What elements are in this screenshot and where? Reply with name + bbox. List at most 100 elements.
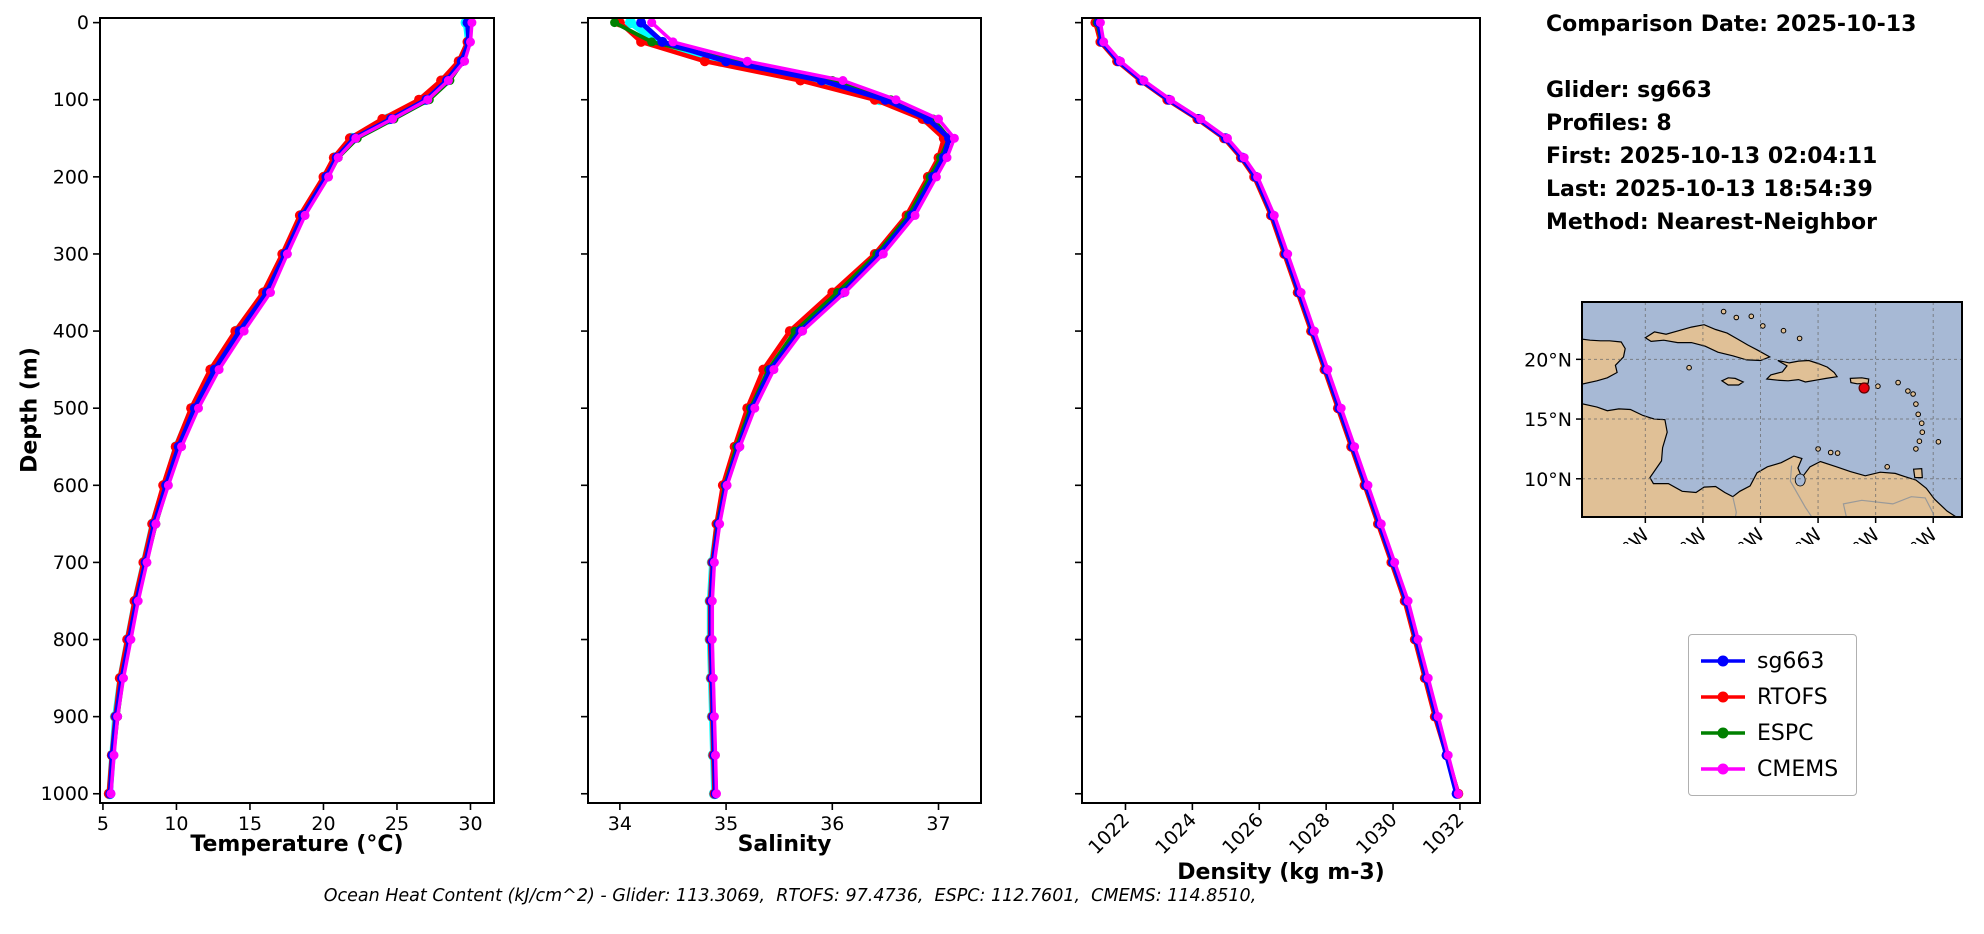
legend-label: ESPC xyxy=(1757,720,1814,746)
series-marker-CMEMS xyxy=(151,519,161,529)
method-text: Method: Nearest-Neighbor xyxy=(1546,210,1877,235)
series-marker-CMEMS xyxy=(668,37,678,47)
series-marker-CMEMS xyxy=(1443,750,1453,760)
series-marker-CMEMS xyxy=(324,172,334,182)
series-marker-CMEMS xyxy=(735,442,745,452)
series-marker-CMEMS xyxy=(711,750,720,760)
series-marker-CMEMS xyxy=(1309,326,1319,336)
x-tick-label: 36 xyxy=(820,813,844,835)
land-jamaica xyxy=(1720,377,1745,386)
small-island xyxy=(1913,446,1919,452)
series-marker-CMEMS xyxy=(934,114,943,124)
series-line-RTOFS xyxy=(106,20,473,796)
series-marker-RTOFS xyxy=(699,56,710,67)
country-border xyxy=(1789,465,1813,517)
x-tick-label: 1024 xyxy=(1151,809,1201,859)
series-marker-CMEMS xyxy=(1403,596,1413,606)
series-marker-CMEMS xyxy=(300,210,310,220)
x-axis-label: Density (kg m-3) xyxy=(1177,860,1385,885)
series-marker-CMEMS xyxy=(712,789,721,799)
series-marker-CMEMS xyxy=(715,519,725,529)
series-marker-CMEMS xyxy=(647,18,657,28)
x-tick-label: 5 xyxy=(97,813,109,835)
series-marker-CMEMS xyxy=(333,153,343,163)
series-marker-CMEMS xyxy=(1296,288,1306,297)
series-marker-CMEMS xyxy=(942,153,952,163)
profile-plots: 5 10 15 20 25 3001002003004005006007008009001… xyxy=(41,12,1481,885)
small-island xyxy=(1910,391,1916,397)
lake-maracaibo xyxy=(1794,473,1806,487)
small-island xyxy=(1760,323,1766,329)
series-line-ESPC xyxy=(612,20,952,796)
series-marker-CMEMS xyxy=(949,133,959,143)
series-line-profiles xyxy=(106,19,472,797)
map-frame xyxy=(1581,301,1963,518)
y-tick-label: 900 xyxy=(53,706,89,728)
legend-line-sample-CMEMS xyxy=(1701,763,1745,775)
series-marker-CMEMS xyxy=(891,95,901,105)
small-island xyxy=(1748,313,1755,320)
small-island xyxy=(1686,364,1692,371)
map-lat-label: 15°N xyxy=(1524,409,1572,431)
series-marker-sg663 xyxy=(657,36,668,47)
last-time-text: Last: 2025-10-13 18:54:39 xyxy=(1546,177,1873,202)
legend-marker xyxy=(1717,763,1729,775)
series-marker-CMEMS xyxy=(1413,635,1423,644)
small-island xyxy=(1720,308,1727,315)
small-island xyxy=(1875,383,1881,389)
temperature-plot: 5 10 15 20 25 3001002003004005006007008009001… xyxy=(41,12,495,857)
series-marker-CMEMS xyxy=(722,480,732,490)
first-time-text: First: 2025-10-13 02:04:11 xyxy=(1546,144,1878,169)
legend-line-sample-RTOFS xyxy=(1701,691,1745,703)
series-marker-CMEMS xyxy=(126,635,136,644)
legend-entry-ESPC: ESPC xyxy=(1699,715,1838,751)
series-line-sg663 xyxy=(1096,20,1460,797)
series-marker-CMEMS xyxy=(194,403,203,413)
series-marker-CMEMS xyxy=(708,673,718,683)
land-trinidad xyxy=(1912,467,1923,479)
series-marker-CMEMS xyxy=(910,210,920,220)
series-line-CMEMS xyxy=(109,20,474,796)
small-island xyxy=(1905,388,1911,394)
series-marker-CMEMS xyxy=(838,76,848,85)
x-axis-label: Salinity xyxy=(738,832,832,857)
series-marker-CMEMS xyxy=(423,95,433,105)
series-line-CMEMS xyxy=(649,20,957,796)
x-tick-label: 30 xyxy=(458,813,482,835)
comparison-date-text: Comparison Date: 2025-10-13 xyxy=(1546,12,1917,37)
y-tick-label: 1000 xyxy=(41,783,89,805)
small-island xyxy=(1834,450,1841,456)
series-marker-sg663 xyxy=(721,56,732,67)
small-island xyxy=(1895,379,1901,386)
glider-name-text: Glider: sg663 xyxy=(1546,78,1712,103)
map-lon-label: 65°W xyxy=(1832,524,1885,544)
series-marker-CMEMS xyxy=(119,673,128,683)
series-marker-CMEMS xyxy=(1453,789,1463,799)
series-marker-CMEMS xyxy=(1433,712,1443,722)
salinity-plot: 34 35 36 37 Salinity xyxy=(581,17,982,857)
series-marker-CMEMS xyxy=(466,37,475,47)
series-marker-CMEMS xyxy=(282,249,292,259)
series-marker-CMEMS xyxy=(1350,442,1360,452)
series-marker-CMEMS xyxy=(707,596,717,606)
y-tick-label: 800 xyxy=(53,629,89,651)
x-tick-label: 10 xyxy=(164,813,188,835)
x-tick-label: 1030 xyxy=(1352,809,1402,859)
series-marker-CMEMS xyxy=(106,789,116,799)
info-gap xyxy=(1546,41,1916,74)
legend-label: CMEMS xyxy=(1757,756,1839,782)
series-marker-CMEMS xyxy=(798,326,808,336)
y-tick-label: 700 xyxy=(53,552,89,574)
small-island xyxy=(1796,335,1803,342)
axes-frame xyxy=(99,17,495,804)
series-marker-CMEMS xyxy=(239,326,249,336)
legend-entry-CMEMS: CMEMS xyxy=(1699,751,1838,787)
series-marker-CMEMS xyxy=(1166,95,1176,105)
legend-entry-RTOFS: RTOFS xyxy=(1699,679,1838,715)
y-tick-label: 100 xyxy=(53,89,89,111)
series-marker-CMEMS xyxy=(1423,673,1433,683)
legend-marker xyxy=(1717,691,1729,703)
series-marker-profiles xyxy=(625,18,636,29)
series-marker-CMEMS xyxy=(709,712,719,722)
series-line-profiles xyxy=(627,19,951,797)
